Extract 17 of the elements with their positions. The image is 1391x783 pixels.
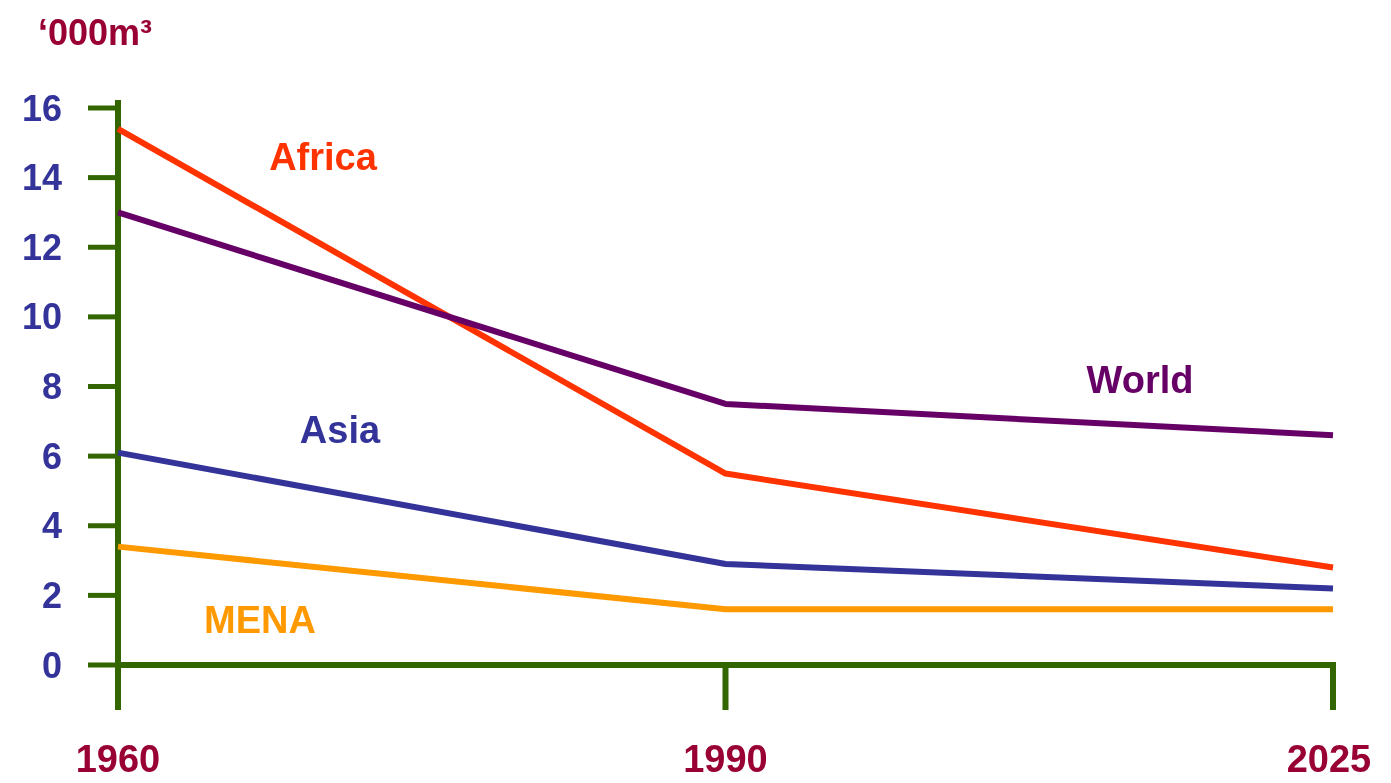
y-tick-label: 14 bbox=[21, 157, 62, 199]
y-tick-label: 4 bbox=[41, 505, 62, 547]
series-label: MENA bbox=[204, 599, 316, 641]
y-tick-label: 2 bbox=[41, 574, 62, 616]
y-tick-label: 16 bbox=[21, 87, 62, 129]
series-label: Asia bbox=[299, 409, 381, 451]
x-tick-label: 1960 bbox=[75, 738, 161, 780]
series-label: Africa bbox=[269, 136, 378, 178]
y-tick-label: 8 bbox=[41, 366, 62, 408]
x-tick-label: 2025 bbox=[1286, 738, 1372, 780]
y-tick-label: 0 bbox=[41, 644, 62, 686]
y-axis-title: ‘000m³ bbox=[38, 12, 153, 53]
y-tick-label: 10 bbox=[21, 296, 62, 338]
x-tick-label: 1990 bbox=[683, 738, 768, 780]
y-tick-label: 12 bbox=[21, 226, 62, 268]
y-tick-label: 6 bbox=[41, 435, 62, 477]
series-label: World bbox=[1086, 359, 1194, 401]
